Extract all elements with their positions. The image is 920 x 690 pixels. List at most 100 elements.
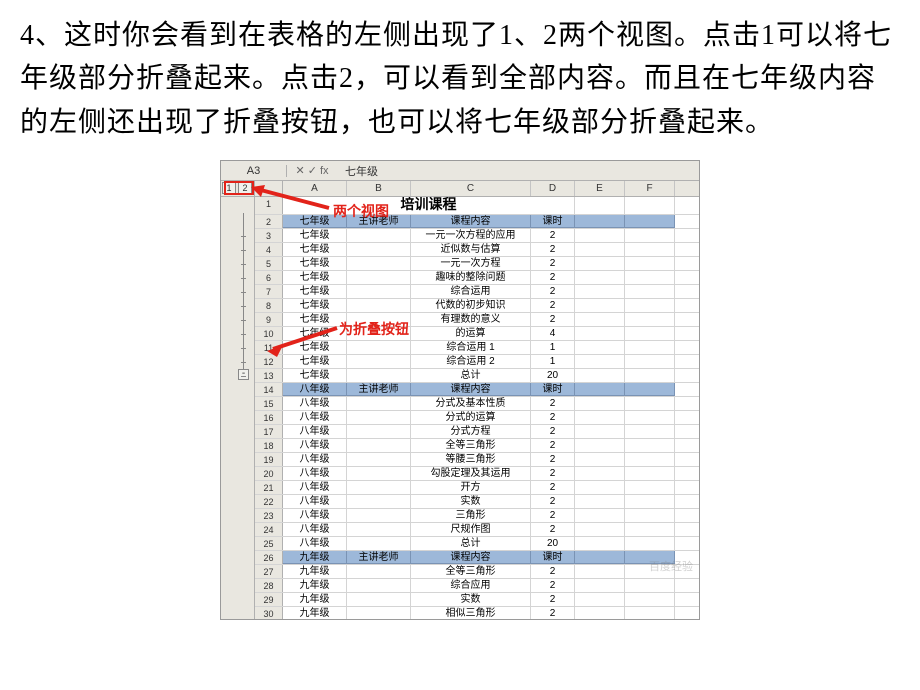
cell[interactable]: 九年级 — [283, 551, 347, 564]
cell[interactable]: 勾股定理及其运用 — [411, 467, 531, 480]
cell[interactable]: 八年级 — [283, 523, 347, 536]
cell[interactable]: 2 — [531, 271, 575, 284]
row-number[interactable]: 3 — [255, 229, 283, 242]
cell[interactable] — [347, 411, 411, 424]
cell[interactable]: 综合应用 — [411, 579, 531, 592]
cell[interactable] — [575, 229, 625, 242]
cell[interactable]: 九年级 — [283, 593, 347, 606]
cell[interactable]: 2 — [531, 313, 575, 326]
cell[interactable] — [575, 341, 625, 354]
cell[interactable] — [625, 299, 675, 312]
cell[interactable] — [575, 285, 625, 298]
row-number[interactable]: 29 — [255, 593, 283, 606]
cell[interactable]: 2 — [531, 397, 575, 410]
cell[interactable] — [575, 607, 625, 619]
cell[interactable] — [625, 271, 675, 284]
cell[interactable] — [625, 439, 675, 452]
cell[interactable] — [625, 229, 675, 242]
col-header-C[interactable]: C — [411, 181, 531, 196]
row-number[interactable]: 26 — [255, 551, 283, 564]
cell[interactable] — [625, 257, 675, 270]
cell[interactable] — [575, 257, 625, 270]
cell[interactable] — [347, 439, 411, 452]
cell[interactable] — [625, 481, 675, 494]
cell[interactable]: 分式方程 — [411, 425, 531, 438]
cell[interactable]: 代数的初步知识 — [411, 299, 531, 312]
cell[interactable]: 2 — [531, 467, 575, 480]
row-number[interactable]: 30 — [255, 607, 283, 619]
cell[interactable] — [625, 411, 675, 424]
cell[interactable] — [625, 355, 675, 368]
cell[interactable]: 分式及基本性质 — [411, 397, 531, 410]
cell[interactable] — [347, 579, 411, 592]
cell[interactable] — [575, 355, 625, 368]
cell[interactable] — [347, 495, 411, 508]
row-number[interactable]: 14 — [255, 383, 283, 396]
cell[interactable]: 1 — [531, 355, 575, 368]
cell[interactable]: 2 — [531, 579, 575, 592]
cell[interactable]: 主讲老师 — [347, 551, 411, 564]
row-number[interactable]: 23 — [255, 509, 283, 522]
cell[interactable] — [575, 197, 625, 214]
cell[interactable]: 开方 — [411, 481, 531, 494]
cell[interactable]: 的运算 — [411, 327, 531, 340]
col-header-E[interactable]: E — [575, 181, 625, 196]
cell[interactable] — [625, 243, 675, 256]
cell[interactable]: 课程内容 — [411, 551, 531, 564]
cell[interactable]: 有理数的意义 — [411, 313, 531, 326]
cell[interactable]: 八年级 — [283, 439, 347, 452]
cell[interactable]: 2 — [531, 439, 575, 452]
cell[interactable]: 主讲老师 — [347, 383, 411, 396]
cell[interactable] — [347, 537, 411, 550]
cell[interactable] — [625, 523, 675, 536]
name-box[interactable]: A3 — [221, 165, 287, 177]
cell[interactable] — [575, 369, 625, 382]
cell[interactable] — [575, 425, 625, 438]
cell[interactable] — [347, 467, 411, 480]
cell[interactable] — [575, 593, 625, 606]
cell[interactable] — [575, 579, 625, 592]
row-number[interactable]: 25 — [255, 537, 283, 550]
cell[interactable] — [575, 383, 625, 396]
cell[interactable]: 八年级 — [283, 509, 347, 522]
cell[interactable]: 实数 — [411, 593, 531, 606]
row-number[interactable]: 16 — [255, 411, 283, 424]
cell[interactable]: 20 — [531, 369, 575, 382]
cell[interactable]: 尺规作图 — [411, 523, 531, 536]
cell[interactable]: 2 — [531, 257, 575, 270]
row-number[interactable]: 2 — [255, 215, 283, 228]
cell[interactable] — [575, 327, 625, 340]
cell[interactable] — [575, 481, 625, 494]
cell[interactable]: 2 — [531, 607, 575, 619]
cell[interactable]: 2 — [531, 481, 575, 494]
cell[interactable] — [575, 509, 625, 522]
cell[interactable] — [625, 425, 675, 438]
col-header-B[interactable]: B — [347, 181, 411, 196]
cell[interactable] — [625, 509, 675, 522]
cell[interactable] — [575, 299, 625, 312]
row-number[interactable]: 4 — [255, 243, 283, 256]
row-number[interactable]: 6 — [255, 271, 283, 284]
cell[interactable]: 课程内容 — [411, 215, 531, 228]
cell[interactable] — [347, 453, 411, 466]
cell[interactable]: 八年级 — [283, 467, 347, 480]
cell[interactable] — [575, 467, 625, 480]
cell[interactable] — [575, 243, 625, 256]
cell[interactable]: 2 — [531, 523, 575, 536]
cell[interactable] — [625, 453, 675, 466]
cell[interactable]: 2 — [531, 593, 575, 606]
row-number[interactable]: 7 — [255, 285, 283, 298]
cell[interactable]: 2 — [531, 425, 575, 438]
cell[interactable]: 分式的运算 — [411, 411, 531, 424]
cell[interactable]: 2 — [531, 299, 575, 312]
row-number[interactable]: 18 — [255, 439, 283, 452]
cell[interactable]: 一元一次方程的应用 — [411, 229, 531, 242]
cell[interactable]: 三角形 — [411, 509, 531, 522]
cell[interactable] — [575, 495, 625, 508]
cell[interactable] — [347, 425, 411, 438]
cell[interactable]: 全等三角形 — [411, 439, 531, 452]
cell[interactable]: 综合运用 1 — [411, 341, 531, 354]
cell[interactable]: 八年级 — [283, 481, 347, 494]
row-number[interactable]: 27 — [255, 565, 283, 578]
cell[interactable] — [347, 271, 411, 284]
